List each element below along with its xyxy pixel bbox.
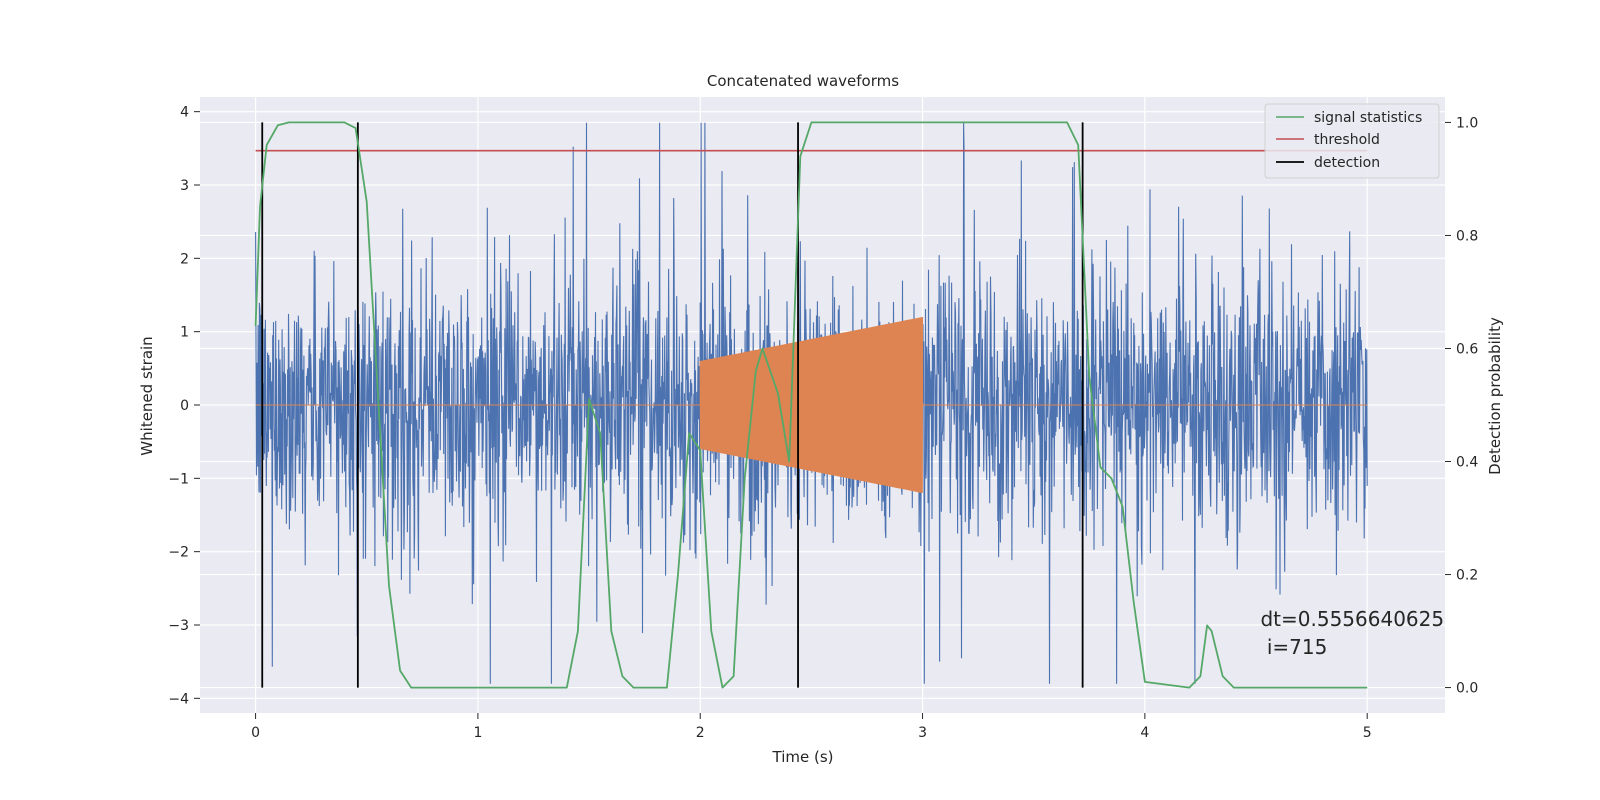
y-tick-label: 2 — [180, 251, 189, 267]
x-tick-label: 0 — [251, 725, 260, 741]
y-tick-label: −3 — [168, 618, 189, 634]
chirp-series-line — [255, 316, 1368, 494]
y-right-tick-label: 1.0 — [1456, 115, 1478, 131]
legend-label-detection: detection — [1314, 155, 1380, 171]
legend-box — [1264, 103, 1440, 179]
y-axis-label: Whitened strain — [138, 336, 156, 455]
axes-group: 0 1 2 3 4 5 4 3 2 1 0 −1 −2 −3 −4 1.0 0.8 0.6 0.4 0.2 0.0 — [168, 105, 1478, 741]
legend: signal statistics threshold detection — [1264, 103, 1440, 179]
x-tick-label: 5 — [1363, 725, 1372, 741]
x-tick-label: 1 — [473, 725, 482, 741]
annotation-dt: dt=0.5556640625 — [1260, 607, 1444, 631]
y-tick-label: −2 — [168, 545, 189, 561]
legend-label-signal-statistics: signal statistics — [1314, 110, 1422, 126]
annotation-index: i=715 — [1260, 635, 1327, 659]
y-right-tick-label: 0.0 — [1456, 681, 1478, 697]
x-tick-label: 3 — [918, 725, 927, 741]
y-right-tick-label: 0.2 — [1456, 568, 1478, 584]
y-right-tick-label: 0.8 — [1456, 228, 1478, 244]
chirp-series-group — [255, 316, 1368, 494]
y-tick-label: 1 — [180, 325, 189, 341]
signal-statistics-line — [254, 121, 1368, 689]
chart-title: Concatenated waveforms — [707, 72, 899, 90]
y-right-tick-label: 0.6 — [1456, 341, 1478, 357]
x-tick-label: 4 — [1140, 725, 1149, 741]
y-tick-label: −4 — [168, 691, 189, 707]
signal-statistics-series-group — [254, 121, 1368, 689]
x-axis-label: Time (s) — [772, 748, 834, 766]
y-right-tick-label: 0.4 — [1456, 455, 1478, 471]
y-tick-label: −1 — [168, 471, 189, 487]
legend-label-threshold: threshold — [1314, 132, 1380, 148]
y-tick-label: 4 — [180, 105, 189, 121]
x-tick-label: 2 — [696, 725, 705, 741]
y-tick-label: 0 — [180, 398, 189, 414]
y-right-axis-label: Detection probability — [1486, 317, 1504, 475]
y-tick-label: 3 — [180, 178, 189, 194]
